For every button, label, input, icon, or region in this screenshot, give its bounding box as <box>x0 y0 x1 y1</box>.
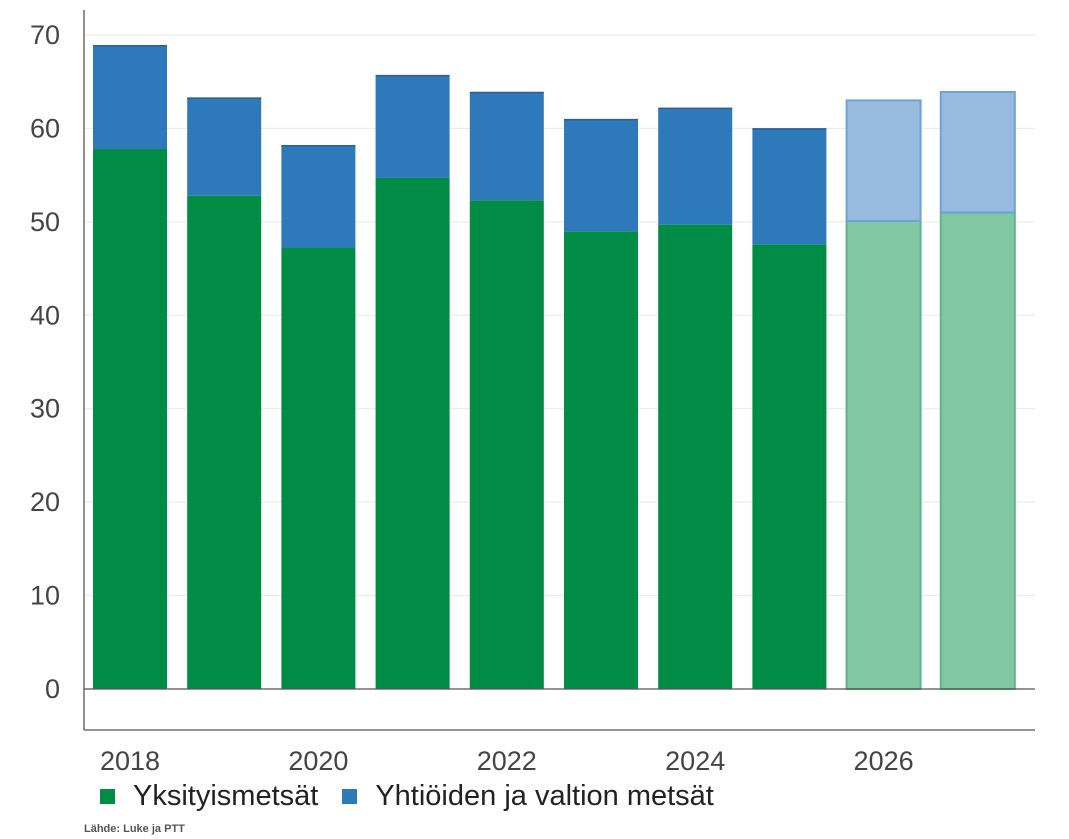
bar-company-state-2019 <box>187 97 262 196</box>
bar-company-state-2026 <box>845 99 922 222</box>
bar-group-2027 <box>939 90 1016 690</box>
x-tick-label-2022: 2022 <box>477 746 537 776</box>
bar-private-2018 <box>93 148 167 690</box>
bar-group-2022 <box>469 91 544 689</box>
bar-company-state-2024 <box>658 107 733 225</box>
y-tick-labels: 0 10 20 30 40 50 60 70 <box>30 20 60 704</box>
bar-group-2019 <box>187 97 262 689</box>
bar-company-state-2020 <box>281 145 356 249</box>
y-tick-label-70: 70 <box>30 20 60 50</box>
x-tick-label-2020: 2020 <box>288 746 348 776</box>
bar-company-state-2021 <box>375 75 450 178</box>
bars <box>93 45 1016 690</box>
y-tick-label-40: 40 <box>30 300 60 330</box>
legend-label-company-state: Yhtiöiden ja valtion metsät <box>375 780 714 812</box>
bar-company-state-2022 <box>469 91 544 201</box>
y-tick-label-0: 0 <box>45 674 60 704</box>
bar-private-2020 <box>281 248 356 689</box>
x-tick-label-2018: 2018 <box>100 746 160 776</box>
bar-private-2022 <box>469 200 544 689</box>
bar-company-state-2023 <box>564 119 638 232</box>
y-tick-label-30: 30 <box>30 394 60 424</box>
bar-private-2021 <box>375 177 450 689</box>
bar-private-2023 <box>564 231 638 689</box>
legend-swatch-private <box>100 789 115 804</box>
bar-group-2026 <box>845 99 922 690</box>
legend: Yksityismetsät Yhtiöiden ja valtion mets… <box>100 780 738 813</box>
bar-group-2024 <box>658 107 733 689</box>
bar-company-state-2025 <box>752 128 827 245</box>
x-tick-label-2024: 2024 <box>665 746 725 776</box>
x-tick-label-2026: 2026 <box>854 746 914 776</box>
bar-company-state-2018 <box>93 45 167 149</box>
legend-item-company-state: Yhtiöiden ja valtion metsät <box>342 780 714 813</box>
legend-item-private: Yksityismetsät <box>100 780 318 813</box>
legend-label-private: Yksityismetsät <box>133 780 319 812</box>
axes <box>83 10 1035 731</box>
bar-private-2027 <box>939 211 1016 690</box>
y-tick-label-60: 60 <box>30 113 60 143</box>
bar-group-2018 <box>93 45 167 690</box>
y-tick-label-50: 50 <box>30 207 60 237</box>
bar-private-2019 <box>187 195 262 689</box>
bar-company-state-2027 <box>939 90 1016 214</box>
bar-group-2025 <box>752 128 827 689</box>
y-tick-label-20: 20 <box>30 487 60 517</box>
bar-group-2023 <box>564 118 638 689</box>
source-note: Lähde: Luke ja PTT <box>84 823 185 835</box>
bar-private-2024 <box>658 224 733 689</box>
bar-group-2021 <box>375 74 450 689</box>
legend-swatch-company-state <box>342 789 358 804</box>
x-tick-labels: 2018 2020 2022 2024 2026 <box>100 746 914 776</box>
y-tick-label-10: 10 <box>30 581 60 611</box>
bar-private-2025 <box>752 244 827 689</box>
bar-group-2020 <box>281 144 356 689</box>
bar-private-2026 <box>845 219 922 690</box>
